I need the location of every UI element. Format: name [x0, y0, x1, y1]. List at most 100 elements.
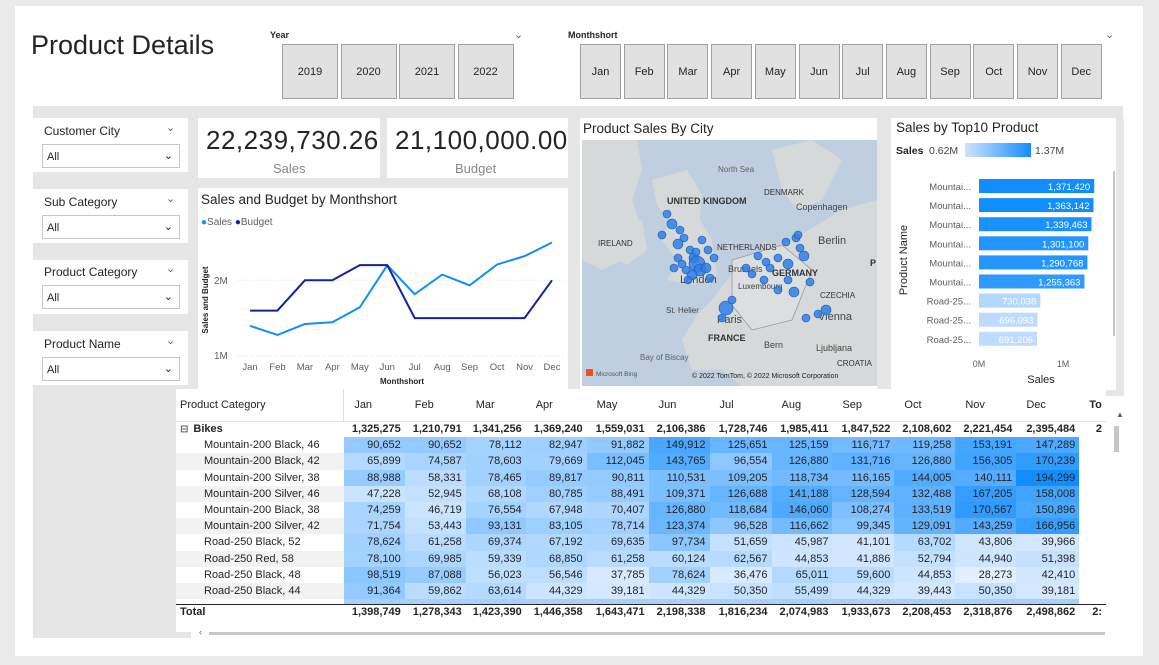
bar[interactable] [979, 217, 1092, 232]
group-label-cell[interactable]: ⊟ Bikes [176, 421, 344, 437]
map-bubble[interactable] [700, 262, 712, 274]
month-tile-aug[interactable]: Aug [885, 44, 927, 99]
row-label-cell[interactable]: Mountain-200 Black, 38 [176, 501, 344, 519]
map-bubble[interactable] [747, 269, 757, 279]
row-label-cell[interactable]: Road-250 Black, 44 [176, 582, 344, 600]
year-tile-2021[interactable]: 2021 [399, 44, 455, 99]
map-bubble[interactable] [805, 277, 815, 287]
bar[interactable] [979, 312, 1038, 327]
month-tile-dec[interactable]: Dec [1060, 44, 1102, 99]
map-bubble[interactable] [703, 245, 713, 255]
month-tile-nov[interactable]: Nov [1017, 44, 1058, 99]
city-map[interactable]: North Sea UNITED KINGDOM DENMARK Copenha… [582, 140, 877, 386]
map-bubble[interactable] [788, 286, 800, 298]
bar[interactable] [979, 198, 1094, 213]
column-header-mar[interactable]: Mar [465, 389, 526, 422]
column-header-sep[interactable]: Sep [832, 389, 895, 422]
map-bubble[interactable] [773, 285, 783, 295]
column-header-jun[interactable]: Jun [648, 389, 710, 422]
map-bubble[interactable] [683, 275, 693, 285]
map-bubble[interactable] [679, 233, 689, 243]
matrix-scroll-left-icon[interactable]: ‹ [199, 627, 202, 637]
map-bubble[interactable] [813, 309, 823, 319]
map-bubble[interactable] [820, 304, 832, 316]
map-bubble[interactable] [717, 313, 727, 323]
map-bubble[interactable] [765, 263, 775, 273]
matrix-scroll-up-icon[interactable]: ▲ [1116, 410, 1124, 419]
map-bubble[interactable] [677, 259, 687, 269]
product-category-dropdown[interactable]: All ⌄ [42, 285, 180, 309]
scrollbar[interactable] [1113, 171, 1115, 336]
chevron-down-icon[interactable]: ⌄ [166, 335, 176, 347]
map-bubble[interactable] [669, 263, 679, 273]
month-tile-jan[interactable]: Jan [580, 44, 621, 99]
chevron-down-icon[interactable]: ⌄ [166, 193, 176, 205]
map-bubble[interactable] [741, 263, 751, 273]
bar[interactable] [979, 274, 1085, 289]
row-label-cell[interactable]: Mountain-200 Silver, 46 [176, 485, 344, 502]
map-bubble[interactable] [727, 295, 737, 305]
column-header-to[interactable]: To [1079, 389, 1106, 422]
row-label-cell[interactable]: Mountain-200 Silver, 42 [176, 518, 344, 535]
month-tile-oct[interactable]: Oct [973, 44, 1015, 99]
month-tile-jun[interactable]: Jun [798, 44, 840, 99]
column-header-product-category[interactable]: Product Category [176, 389, 345, 422]
map-bubble[interactable] [798, 250, 810, 262]
year-tile-2020[interactable]: 2020 [340, 44, 397, 99]
month-slicer-chevron-icon[interactable]: ⌄ [1105, 29, 1115, 41]
chevron-down-icon[interactable]: ⌄ [166, 122, 176, 134]
row-label-cell[interactable]: Road-250 Red, 58 [176, 550, 344, 567]
month-tile-mar[interactable]: Mar [667, 44, 709, 99]
bar[interactable] [979, 236, 1089, 251]
map-bubble[interactable] [709, 253, 719, 263]
bar[interactable] [979, 179, 1095, 193]
column-header-apr[interactable]: Apr [525, 389, 587, 422]
column-header-aug[interactable]: Aug [771, 389, 833, 422]
map-bubble[interactable] [773, 253, 783, 263]
map-bubble[interactable] [782, 258, 794, 270]
month-tile-feb[interactable]: Feb [623, 44, 665, 99]
month-tile-sep[interactable]: Sep [929, 44, 971, 99]
product-name-dropdown[interactable]: All ⌄ [42, 357, 180, 381]
map-bubble[interactable] [691, 247, 701, 257]
map-bubble[interactable] [697, 235, 707, 245]
column-header-dec[interactable]: Dec [1016, 389, 1080, 422]
map-bubble[interactable] [801, 313, 811, 323]
map-bubble[interactable] [753, 251, 763, 261]
map-bubble[interactable] [705, 273, 715, 283]
row-label-cell[interactable]: Mountain-200 Black, 42 [176, 453, 344, 470]
bar[interactable] [979, 331, 1038, 346]
chevron-down-icon[interactable]: ⌄ [166, 263, 176, 275]
collapse-icon[interactable]: ⊟ [180, 424, 189, 436]
map-bubble[interactable] [681, 265, 691, 275]
column-header-jan[interactable]: Jan [343, 389, 405, 422]
map-bubble[interactable] [673, 253, 683, 263]
year-tile-2022[interactable]: 2022 [457, 44, 514, 99]
bar[interactable] [979, 255, 1088, 270]
column-header-may[interactable]: May [586, 389, 649, 422]
map-bubble[interactable] [718, 300, 734, 316]
matrix-horizontal-scrollbar[interactable] [209, 632, 1105, 635]
map-bubble[interactable] [675, 225, 685, 235]
map-bubble[interactable] [759, 275, 769, 285]
map-bubble[interactable] [657, 230, 667, 240]
row-label-cell[interactable]: Road-250 Black, 48 [176, 566, 344, 583]
month-tile-apr[interactable]: Apr [711, 44, 753, 99]
map-bubble[interactable] [666, 218, 678, 230]
column-header-oct[interactable]: Oct [894, 389, 956, 422]
sub-category-dropdown[interactable]: All ⌄ [42, 215, 180, 239]
map-bubble[interactable] [793, 230, 803, 240]
map-bubble[interactable] [662, 209, 672, 219]
column-header-feb[interactable]: Feb [404, 389, 466, 422]
map-bubble[interactable] [672, 238, 684, 250]
row-label-cell[interactable]: Mountain-200 Silver, 38 [176, 469, 344, 486]
map-bubble[interactable] [783, 275, 793, 285]
customer-city-dropdown[interactable]: All ⌄ [42, 144, 180, 168]
map-bubble[interactable] [761, 257, 771, 267]
row-label-cell[interactable]: Mountain-200 Black, 46 [176, 437, 344, 454]
map-bubble[interactable] [795, 243, 805, 253]
column-header-nov[interactable]: Nov [955, 389, 1017, 422]
bar[interactable] [979, 293, 1041, 308]
year-slicer-chevron-icon[interactable]: ⌄ [514, 29, 524, 41]
column-header-jul[interactable]: Jul [709, 389, 772, 422]
